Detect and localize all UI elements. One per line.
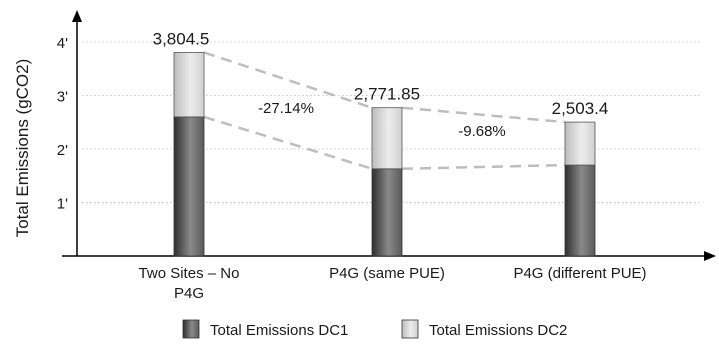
percent-change-annotation: -9.68%	[458, 123, 506, 140]
y-axis-arrow	[72, 10, 82, 22]
bar-dc1	[371, 168, 403, 257]
bar-dc2	[173, 52, 205, 118]
bar-dc1	[173, 116, 205, 257]
x-tick-label: P4G	[174, 285, 204, 302]
legend: Total Emissions DC1 Total Emissions DC2	[182, 319, 567, 339]
total-value-label: 3,804.5	[153, 29, 210, 48]
connector-line-total	[401, 106, 566, 124]
y-tick-label: 2'	[57, 142, 68, 159]
bar-dc2	[564, 121, 596, 166]
total-value-label: 2,503.4	[552, 99, 609, 118]
bars	[173, 52, 596, 257]
x-tick-label: P4G (same PUE)	[329, 265, 445, 282]
y-tick-label: 1'	[57, 196, 68, 213]
x-tick-labels: Two Sites – No P4G P4G (same PUE) P4G (diff…	[139, 265, 647, 302]
y-tick-labels: 1' 2' 3' 4'	[57, 35, 68, 213]
connector-line-total	[203, 51, 373, 109]
y-axis-label: Total Emissions (gCO2)	[13, 59, 32, 238]
connector-lines	[203, 51, 566, 171]
connector-line-dc1	[203, 115, 373, 170]
y-tick-label: 3'	[57, 89, 68, 106]
bar-dc2	[371, 107, 403, 170]
x-axis-arrow	[704, 251, 716, 261]
x-tick-label: Two Sites – No	[139, 265, 240, 282]
data-labels: 3,804.5 2,771.85 2,503.4	[153, 29, 609, 118]
legend-swatch	[401, 319, 419, 339]
legend-label: Total Emissions DC1	[210, 322, 348, 339]
y-tick-label: 4'	[57, 35, 68, 52]
legend-swatch	[182, 319, 200, 339]
annotations: -27.14% -9.68%	[258, 100, 506, 140]
x-tick-label: P4G (different PUE)	[513, 265, 646, 282]
legend-label: Total Emissions DC2	[429, 322, 567, 339]
total-value-label: 2,771.85	[354, 85, 420, 104]
bar-dc1	[564, 164, 596, 257]
connector-line-dc1	[401, 163, 566, 171]
percent-change-annotation: -27.14%	[258, 100, 314, 117]
